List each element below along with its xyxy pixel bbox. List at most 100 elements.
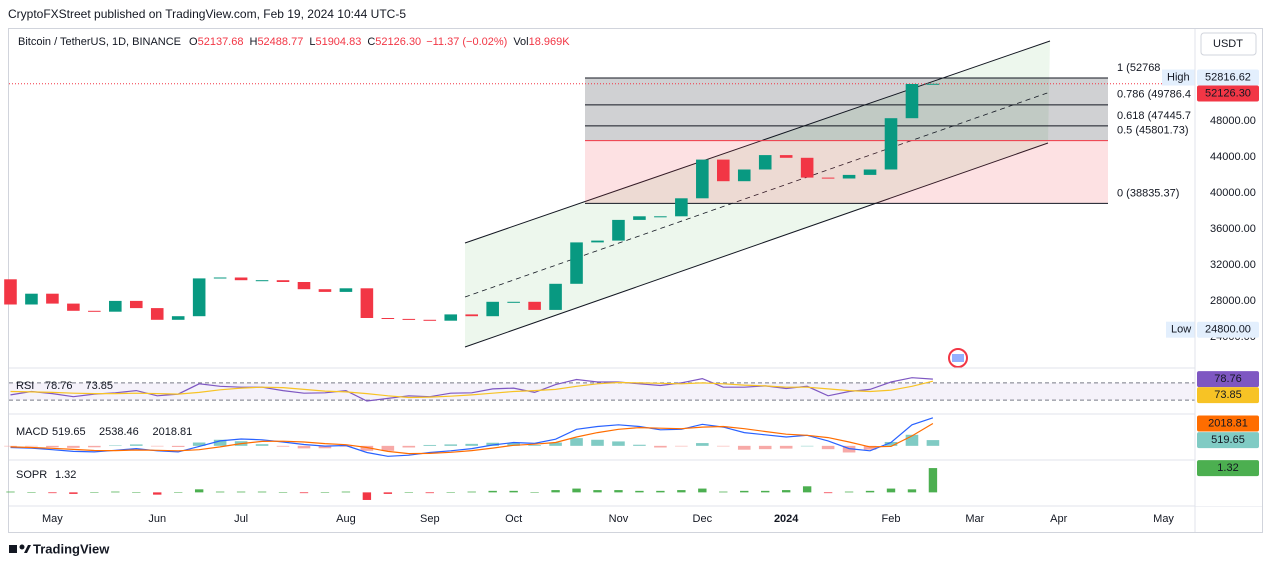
histogram-bar	[192, 442, 206, 446]
candle-body	[591, 240, 604, 243]
legend-item: C	[367, 36, 375, 48]
x-tick-label: Aug	[336, 513, 356, 525]
indicator-line	[10, 422, 934, 455]
histogram-bar	[549, 442, 562, 446]
bar	[823, 492, 833, 494]
candle-body	[779, 155, 793, 158]
bar	[509, 490, 518, 493]
bar	[6, 491, 15, 493]
candle-body	[612, 219, 625, 241]
fib-label: 1 (52768	[1117, 62, 1160, 74]
histogram-bar	[612, 441, 625, 446]
histogram-bar	[109, 445, 122, 447]
histogram-bar	[46, 445, 59, 448]
histogram-bar	[779, 445, 793, 449]
value-tag: 519.65	[1211, 434, 1245, 446]
candle-body	[4, 279, 17, 305]
candle-body	[486, 301, 499, 317]
bar	[781, 490, 791, 493]
bar	[761, 490, 770, 493]
bar	[698, 488, 707, 493]
x-tick-label: 2024	[774, 513, 799, 525]
histogram-bar	[360, 445, 374, 451]
logo-mark	[19, 544, 25, 550]
fib-zone	[585, 140, 1108, 204]
candle-body	[276, 280, 290, 282]
candle-body	[234, 277, 248, 281]
y-tick-label: 44000.00	[1210, 151, 1256, 163]
bar	[740, 490, 749, 493]
candle-body	[507, 301, 520, 303]
candle-body	[381, 318, 395, 319]
high-label-box	[1162, 69, 1195, 86]
low-price-tag: 24800.00	[1205, 324, 1251, 336]
fib-zone	[585, 125, 1108, 141]
bar	[194, 489, 204, 493]
bar	[362, 492, 372, 500]
legend-item: −11.37 (−0.02%)	[426, 36, 507, 48]
candle-body	[800, 157, 814, 178]
histogram-bar	[884, 441, 898, 446]
histogram-bar	[758, 445, 772, 450]
bar	[802, 486, 812, 493]
histogram-bar	[800, 445, 814, 447]
value-tag: 1.32	[1217, 462, 1238, 474]
y-tick-label: 28000.00	[1210, 295, 1256, 307]
logo-mark	[9, 545, 17, 553]
candle-body	[717, 159, 730, 182]
candle-body	[465, 314, 478, 317]
candle-body	[402, 318, 416, 320]
candle-body	[339, 288, 353, 292]
bar	[844, 491, 854, 493]
histogram-bar	[696, 443, 709, 446]
x-tick-label: Apr	[1050, 513, 1067, 525]
histogram-bar	[821, 445, 835, 450]
histogram-bar	[255, 444, 269, 446]
histogram-bar	[276, 445, 290, 447]
indicator-line	[10, 380, 934, 399]
histogram-bar	[129, 444, 143, 446]
candle-body	[842, 174, 856, 179]
legend-value: 2018.81	[153, 426, 193, 438]
histogram-bar	[486, 442, 499, 446]
fib-label: 0.618 (47445.7	[1117, 110, 1191, 122]
legend-item: O	[189, 36, 198, 48]
y-tick-label: 48000.00	[1210, 115, 1256, 127]
bar	[69, 492, 78, 494]
bar	[425, 492, 434, 494]
bar	[257, 491, 267, 493]
bar	[572, 488, 581, 493]
histogram-bar	[381, 445, 395, 451]
candle-body	[633, 216, 646, 220]
candle-body	[255, 280, 269, 282]
plot: 1 (52768 0.786 (49786.4 0.618 (47445.7 0.5 …	[4, 40, 1195, 348]
legend-value: 519.65	[52, 426, 86, 438]
bar	[215, 491, 225, 493]
candle-body	[863, 169, 877, 175]
bar	[27, 492, 36, 493]
candle-body	[884, 118, 898, 170]
channel-upper	[464, 40, 1051, 244]
candle-body	[444, 314, 458, 321]
legend-item: 18.969K	[529, 36, 571, 48]
value-tag-box	[1197, 415, 1259, 432]
value-tag-box	[1197, 387, 1259, 404]
x-tick-label: Nov	[609, 513, 629, 525]
candle-body	[88, 310, 101, 312]
fib-label: 0.5 (45801.73)	[1117, 125, 1189, 137]
candle-body	[528, 301, 541, 310]
candle-body	[737, 169, 751, 182]
histogram-bar	[905, 434, 919, 446]
logo: TradingView	[9, 541, 110, 556]
bar	[886, 488, 896, 493]
high-label: High	[1167, 71, 1190, 83]
candle-body	[696, 159, 709, 199]
x-tick-label: Feb	[882, 513, 901, 525]
currency-box	[1200, 32, 1257, 56]
candle-body	[297, 282, 311, 290]
candle-body	[67, 303, 80, 311]
bar	[656, 490, 665, 493]
candle-body	[905, 84, 919, 119]
histogram-bar	[150, 445, 164, 447]
